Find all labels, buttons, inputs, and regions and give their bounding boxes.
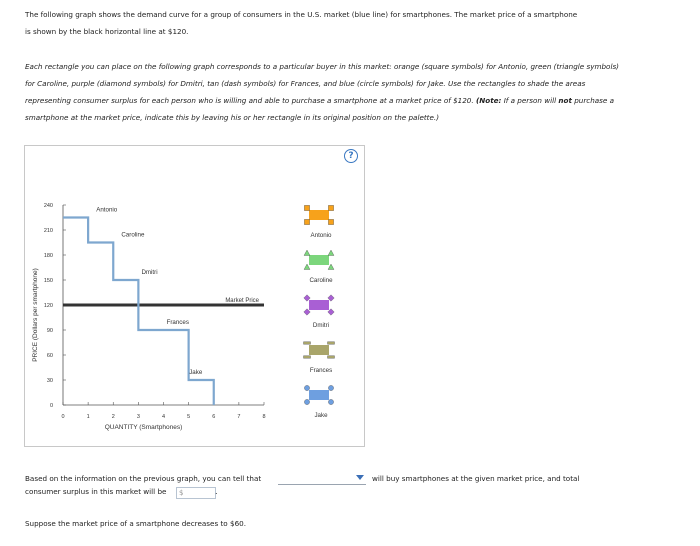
market-price-label: Market Price <box>225 298 259 304</box>
buyer-label: Jake <box>189 369 203 376</box>
palette-handle-square[interactable] <box>328 205 334 211</box>
y-tick-label: 90 <box>47 328 53 334</box>
palette-handle-circle[interactable] <box>304 385 310 391</box>
palette-swatch[interactable] <box>309 255 329 265</box>
palette-handle-dash[interactable] <box>303 355 311 359</box>
demand-curve <box>63 216 215 405</box>
palette-handle-dash[interactable] <box>303 341 311 345</box>
intro-text: The following graph shows the demand cur… <box>25 10 578 36</box>
y-axis-label: PRICE (Dollars per smartphone) <box>32 268 39 362</box>
buyer-label: Frances <box>167 319 189 326</box>
answer-period: . <box>215 487 218 496</box>
palette-label: Caroline <box>309 277 333 284</box>
help-icon[interactable]: ? <box>344 149 358 163</box>
palette-handle-square[interactable] <box>304 205 310 211</box>
buyer-label: Antonio <box>96 206 118 213</box>
palette-swatch[interactable] <box>309 345 329 355</box>
note-not: not <box>558 96 572 105</box>
palette-handle-diamond[interactable] <box>327 294 335 302</box>
palette-handle-diamond[interactable] <box>303 308 311 316</box>
demand-chart: 0 1 2 3 4 5 6 7 8 0 30 60 90 120 150 180 210 240 QUANTITY … <box>32 203 335 431</box>
palette-handle-diamond[interactable] <box>327 308 335 316</box>
palette-label: Jake <box>314 412 328 419</box>
x-tick-label: 4 <box>162 414 165 420</box>
consumer-surplus-input[interactable]: $ <box>176 487 216 499</box>
palette-handle-dash[interactable] <box>327 341 335 345</box>
palette-handle-triangle[interactable] <box>303 263 311 270</box>
x-axis-label: QUANTITY (Smartphones) <box>105 424 183 431</box>
palette-handle-triangle[interactable] <box>327 263 335 270</box>
y-tick-label: 150 <box>44 278 53 284</box>
y-tick-label: 60 <box>47 353 53 359</box>
x-tick-label: 5 <box>187 414 190 420</box>
buyer-label: Caroline <box>121 231 145 238</box>
note-text-a: If a person will <box>503 96 557 105</box>
palette-handle-square[interactable] <box>328 219 334 225</box>
palette-rectangle-frances[interactable] <box>303 341 335 359</box>
instructions-part1: Each rectangle you can place on the foll… <box>25 62 619 105</box>
x-tick-label: 6 <box>212 414 215 420</box>
y-tick-label: 30 <box>47 378 53 384</box>
x-tick-label: 7 <box>237 414 240 420</box>
palette-handle-diamond[interactable] <box>303 294 311 302</box>
palette-handle-circle[interactable] <box>328 399 334 405</box>
answer-line2: consumer surplus in this market will be <box>25 487 167 496</box>
palette-handle-triangle[interactable] <box>303 249 311 256</box>
palette-label: Dmitri <box>313 322 329 329</box>
note-label: (Note: <box>475 96 502 105</box>
answer-text: Based on the information on the previous… <box>25 470 685 487</box>
x-tick-label: 1 <box>87 414 90 420</box>
x-tick-label: 3 <box>137 414 140 420</box>
y-tick-label: 120 <box>44 303 53 309</box>
y-tick-label: 0 <box>50 403 53 409</box>
buyer-label: Dmitri <box>141 269 157 276</box>
palette-rectangle-antonio[interactable] <box>304 205 334 225</box>
palette-rectangle-jake[interactable] <box>304 385 334 405</box>
note-text-b: purchase a smartphone at the market pric… <box>25 96 615 122</box>
palette-rectangle-caroline[interactable] <box>303 249 335 270</box>
palette-handle-circle[interactable] <box>328 385 334 391</box>
palette-handle-circle[interactable] <box>304 399 310 405</box>
chevron-down-icon <box>356 475 364 480</box>
palette-swatch[interactable] <box>309 210 329 220</box>
palette-label: Frances <box>310 367 332 374</box>
answer-suffix: will buy smartphones at the given market… <box>372 474 580 483</box>
palette-swatch[interactable] <box>309 390 329 400</box>
suppose-text: Suppose the market price of a smartphone… <box>25 519 246 528</box>
palette-handle-triangle[interactable] <box>327 249 335 256</box>
x-tick-label: 0 <box>61 414 64 420</box>
y-tick-label: 210 <box>44 228 53 234</box>
instructions-text: Each rectangle you can place on the foll… <box>25 58 625 126</box>
buyer-dropdown[interactable] <box>278 474 366 485</box>
palette-label: Antonio <box>311 232 333 239</box>
answer-prefix: Based on the information on the previous… <box>25 474 262 483</box>
y-tick-label: 240 <box>44 203 53 209</box>
y-tick-label: 180 <box>44 253 53 259</box>
palette-swatch[interactable] <box>309 300 329 310</box>
palette-rectangle-dmitri[interactable] <box>303 294 335 316</box>
palette-handle-dash[interactable] <box>327 355 335 359</box>
x-tick-label: 8 <box>262 414 265 420</box>
x-tick-label: 2 <box>112 414 115 420</box>
palette-handle-square[interactable] <box>304 219 310 225</box>
